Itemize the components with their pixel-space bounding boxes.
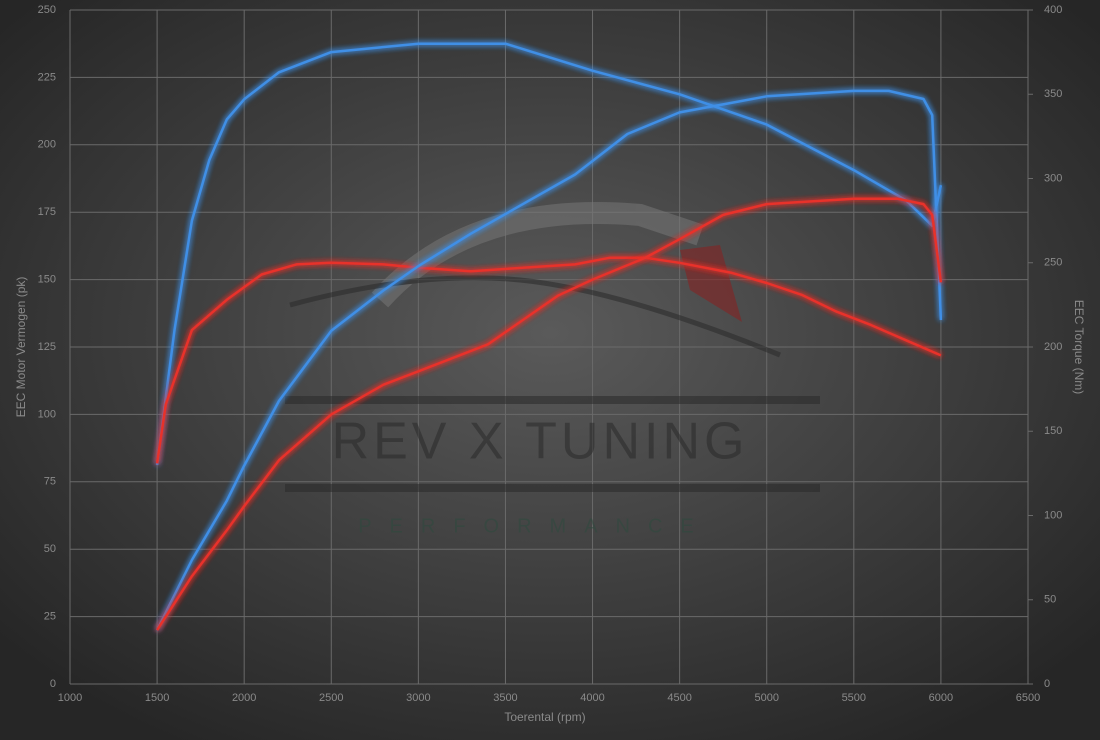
y-tick-label: 25 xyxy=(44,611,56,623)
data-line xyxy=(155,42,943,466)
x-tick-label: 5000 xyxy=(754,692,778,704)
x-tick-label: 1000 xyxy=(58,692,82,704)
data-line xyxy=(155,256,942,464)
x-tick-label: 2500 xyxy=(319,692,343,704)
x-axis-label: Toerental (rpm) xyxy=(504,710,585,724)
data-line xyxy=(156,197,943,631)
y-tick-label: 75 xyxy=(44,476,56,488)
y2-tick-label: 50 xyxy=(1044,594,1056,606)
x-tick-label: 6500 xyxy=(1016,692,1040,704)
logo-gauge xyxy=(680,245,742,322)
logo-bar xyxy=(285,396,820,404)
y2-tick-label: 100 xyxy=(1044,509,1062,521)
logo-car xyxy=(289,275,781,358)
y-tick-label: 100 xyxy=(38,408,56,420)
x-tick-label: 6000 xyxy=(929,692,953,704)
y2-tick-label: 250 xyxy=(1044,257,1062,269)
y-tick-label: 125 xyxy=(38,341,56,353)
x-tick-label: 4000 xyxy=(580,692,604,704)
y2-tick-label: 150 xyxy=(1044,425,1062,437)
y2-tick-label: 300 xyxy=(1044,172,1062,184)
x-tick-label: 2000 xyxy=(232,692,256,704)
y2-tick-label: 200 xyxy=(1044,341,1062,353)
y2-axis-label: EEC Torque (Nm) xyxy=(1072,300,1086,394)
y2-tick-label: 0 xyxy=(1044,678,1050,690)
y-tick-label: 150 xyxy=(38,274,56,286)
y-tick-label: 175 xyxy=(38,206,56,218)
x-tick-label: 5500 xyxy=(842,692,866,704)
y-axis-label: EEC Motor Vermogen (pk) xyxy=(14,277,28,418)
x-tick-label: 3500 xyxy=(493,692,517,704)
watermark-text: REV X TUNING xyxy=(332,413,749,471)
y2-tick-label: 400 xyxy=(1044,4,1062,16)
data-line xyxy=(155,89,943,631)
y-tick-label: 225 xyxy=(38,71,56,83)
x-tick-label: 4500 xyxy=(667,692,691,704)
x-tick-label: 1500 xyxy=(145,692,169,704)
grid xyxy=(69,9,1029,685)
logo-bar xyxy=(285,484,820,492)
watermark-subtitle: PERFORMANCE xyxy=(358,515,712,537)
y-tick-label: 50 xyxy=(44,543,56,555)
y-tick-label: 0 xyxy=(50,678,56,690)
x-tick-label: 3000 xyxy=(406,692,430,704)
y2-tick-label: 350 xyxy=(1044,88,1062,100)
y-tick-label: 200 xyxy=(38,139,56,151)
y-tick-label: 250 xyxy=(38,4,56,16)
